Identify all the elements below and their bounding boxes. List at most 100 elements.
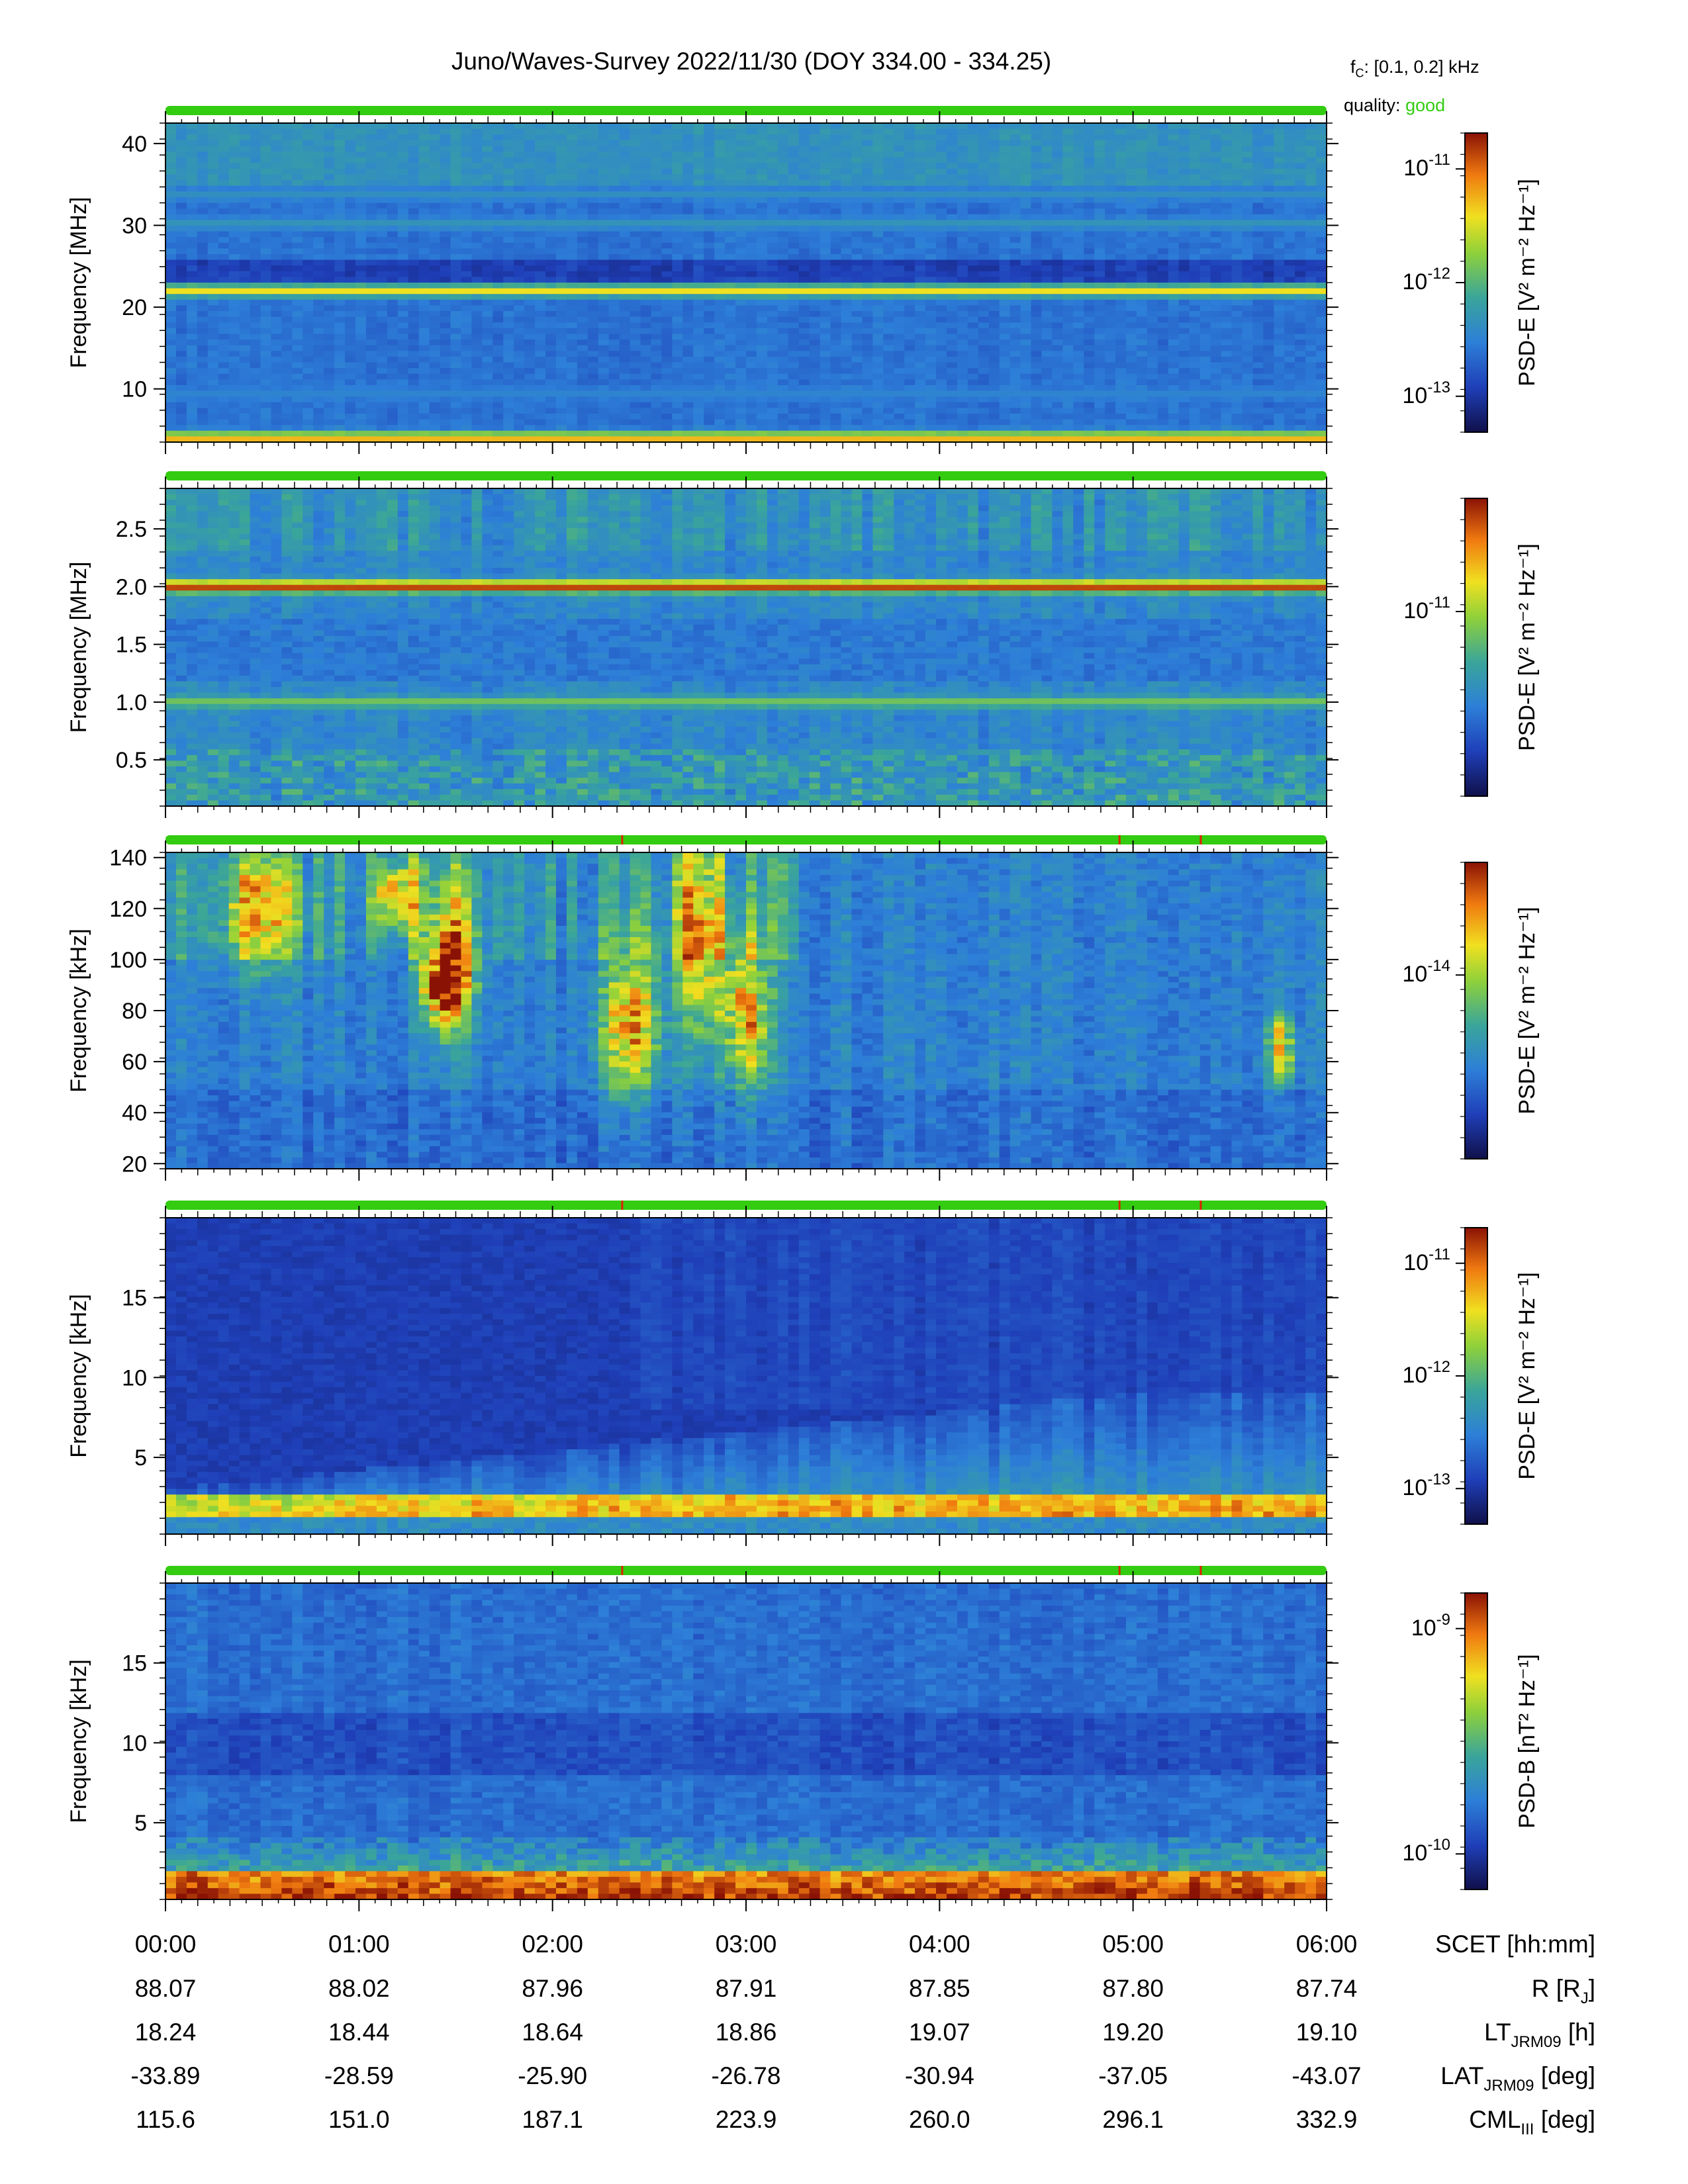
ephemeris-value: -28.59 xyxy=(324,2062,394,2089)
x-tick-label: 06:00 xyxy=(1296,1931,1358,1958)
y-axis-label: Frequency [kHz] xyxy=(66,1294,91,1458)
ephemeris-value: 88.07 xyxy=(135,1975,197,2002)
ephemeris-value: 19.10 xyxy=(1296,2019,1358,2046)
x-tick-label: 02:00 xyxy=(522,1931,583,1958)
ephemeris-value: 88.02 xyxy=(328,1975,390,2002)
y-tick-label: 10 xyxy=(122,1365,147,1390)
panel-1: 10 20 30 40 Frequency [MHz] 10-13 10-12 10-11 PS… xyxy=(66,106,1540,454)
quality-bar xyxy=(165,471,1327,480)
quality-bar xyxy=(165,106,1327,115)
ephemeris-value: -43.07 xyxy=(1292,2062,1362,2089)
ephemeris-label: CMLIII [deg] xyxy=(1469,2106,1595,2138)
colorbar-label: PSD-E [V² m⁻² Hz⁻¹] xyxy=(1515,543,1540,751)
spectrogram-4 xyxy=(165,1218,1327,1535)
chart-title: Juno/Waves-Survey 2022/11/30 (DOY 334.00… xyxy=(0,48,1503,75)
colorbar-label: PSD-B [nT² Hz⁻¹] xyxy=(1515,1654,1540,1829)
colorbar-tick-label: 10-9 xyxy=(1411,1611,1450,1641)
fc-prefix: f xyxy=(1350,57,1356,77)
x-tick-label: 05:00 xyxy=(1102,1931,1164,1958)
x-axis: 00:00 01:00 02:00 03:00 04:00 05:00 06:00 SCET … xyxy=(131,1931,1595,2138)
quality-bar xyxy=(165,835,1327,844)
colorbar-scale xyxy=(1464,132,1488,433)
ephemeris-value: 332.9 xyxy=(1296,2106,1358,2133)
y-tick-label: 1.0 xyxy=(116,690,147,715)
flag-mark xyxy=(1199,835,1202,844)
colorbar-5: 10-10 10-9 PSD-B [nT² Hz⁻¹] xyxy=(1402,1592,1540,1890)
x-tick-label: 04:00 xyxy=(909,1931,970,1958)
y-axis-label: Frequency [MHz] xyxy=(66,197,91,369)
y-axis-label: Frequency [kHz] xyxy=(66,1659,91,1823)
x-tick-label: 00:00 xyxy=(135,1931,197,1958)
ephemeris-value: 223.9 xyxy=(716,2106,777,2133)
y-tick-label: 2.5 xyxy=(116,517,147,542)
flag-mark xyxy=(1199,1201,1202,1210)
quality-label: quality: good xyxy=(1344,95,1445,116)
flag-mark xyxy=(1118,835,1121,844)
ephemeris-value: 260.0 xyxy=(909,2106,970,2133)
y-tick-label: 20 xyxy=(122,1152,147,1177)
colorbar-tick-label: 10-13 xyxy=(1402,1471,1450,1500)
y-axis-label: Frequency [kHz] xyxy=(66,929,91,1093)
ephemeris-value: 18.24 xyxy=(135,2019,197,2046)
ephemeris-label: LATJRM09 [deg] xyxy=(1440,2062,1595,2095)
ephemeris-value: 87.74 xyxy=(1296,1975,1358,2002)
y-tick-label: 40 xyxy=(122,1101,147,1126)
ephemeris-label: R [RJ] xyxy=(1532,1975,1595,2007)
y-tick-label: 80 xyxy=(122,999,147,1024)
ephemeris-value: 19.07 xyxy=(909,2019,970,2046)
colorbar-1: 10-13 10-12 10-11 PSD-E [V² m⁻² Hz⁻¹] xyxy=(1402,132,1540,433)
fc-sub: C xyxy=(1356,66,1364,79)
flag-mark xyxy=(621,1566,624,1575)
flag-mark xyxy=(1118,1201,1121,1210)
panel-4: 5 10 15 Frequency [kHz] 10-13 10-12 10-11 PSD-E… xyxy=(66,1201,1540,1546)
x-tick-label: 03:00 xyxy=(716,1931,777,1958)
y-tick-label: 100 xyxy=(109,948,147,973)
ephemeris-value: -30.94 xyxy=(905,2062,974,2089)
quality-value: good xyxy=(1405,95,1445,115)
y-tick-label: 0.5 xyxy=(116,748,147,773)
y-tick-label: 15 xyxy=(122,1651,147,1676)
y-tick-label: 5 xyxy=(134,1445,147,1471)
colorbar-tick-label: 10-11 xyxy=(1403,1246,1450,1275)
ephemeris-value: 18.44 xyxy=(328,2019,390,2046)
colorbar-2: 10-11 PSD-E [V² m⁻² Hz⁻¹] xyxy=(1403,498,1540,797)
colorbar-label: PSD-E [V² m⁻² Hz⁻¹] xyxy=(1515,907,1540,1115)
ephemeris-value: -25.90 xyxy=(518,2062,587,2089)
flag-mark xyxy=(621,1201,624,1210)
colorbar-label: PSD-E [V² m⁻² Hz⁻¹] xyxy=(1515,1272,1540,1480)
colorbar-tick-label: 10-12 xyxy=(1402,265,1450,295)
fc-range: : [0.1, 0.2] kHz xyxy=(1364,57,1479,77)
fc-label: fC: [0.1, 0.2] kHz xyxy=(1350,57,1479,80)
spectrogram-5 xyxy=(165,1583,1327,1900)
y-tick-label: 30 xyxy=(122,213,147,238)
spectrogram-2 xyxy=(165,488,1327,807)
ephemeris-value: 19.20 xyxy=(1102,2019,1164,2046)
y-tick-label: 15 xyxy=(122,1286,147,1311)
quality-bar xyxy=(165,1566,1327,1575)
colorbar-tick-label: 10-10 xyxy=(1402,1836,1450,1866)
colorbar-tick-label: 10-12 xyxy=(1402,1358,1450,1388)
y-tick-label: 120 xyxy=(109,897,147,922)
ephemeris-value: 187.1 xyxy=(522,2106,583,2133)
flag-mark xyxy=(1118,1566,1121,1575)
colorbar-tick-label: 10-14 xyxy=(1402,957,1450,987)
ephemeris-label: LTJRM09 [h] xyxy=(1484,2019,1595,2051)
colorbar-scale xyxy=(1464,498,1488,797)
colorbar-scale xyxy=(1464,1227,1488,1525)
ephemeris-value: -26.78 xyxy=(712,2062,781,2089)
y-axis-label: Frequency [MHz] xyxy=(66,562,91,733)
colorbar-label: PSD-E [V² m⁻² Hz⁻¹] xyxy=(1515,179,1540,387)
colorbar-scale xyxy=(1464,1592,1488,1890)
colorbar-tick-label: 10-11 xyxy=(1403,594,1450,623)
y-tick-label: 2.0 xyxy=(116,574,147,600)
y-tick-label: 10 xyxy=(122,377,147,402)
spectrogram-3 xyxy=(165,852,1327,1169)
y-tick-label: 1.5 xyxy=(116,633,147,658)
colorbar-4: 10-13 10-12 10-11 PSD-E [V² m⁻² Hz⁻¹] xyxy=(1402,1227,1540,1525)
ephemeris-value: 115.6 xyxy=(136,2106,195,2133)
flag-mark xyxy=(1199,1566,1202,1575)
colorbar-scale xyxy=(1464,862,1488,1160)
ephemeris-value: 18.86 xyxy=(716,2019,777,2046)
y-tick-label: 10 xyxy=(122,1731,147,1756)
ephemeris-value: -33.89 xyxy=(131,2062,201,2089)
